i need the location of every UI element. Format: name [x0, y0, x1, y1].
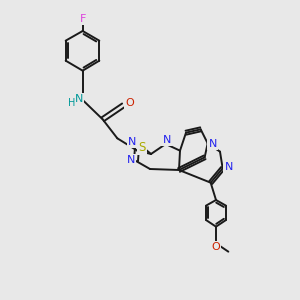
Text: O: O: [125, 98, 134, 108]
Text: N: N: [224, 162, 233, 172]
Text: N: N: [74, 94, 83, 104]
Text: H: H: [68, 98, 75, 108]
Text: N: N: [127, 155, 135, 165]
Text: S: S: [139, 141, 146, 154]
Text: N: N: [163, 135, 171, 145]
Text: F: F: [80, 14, 86, 24]
Text: O: O: [212, 242, 220, 252]
Text: N: N: [128, 137, 136, 147]
Text: N: N: [208, 139, 217, 149]
